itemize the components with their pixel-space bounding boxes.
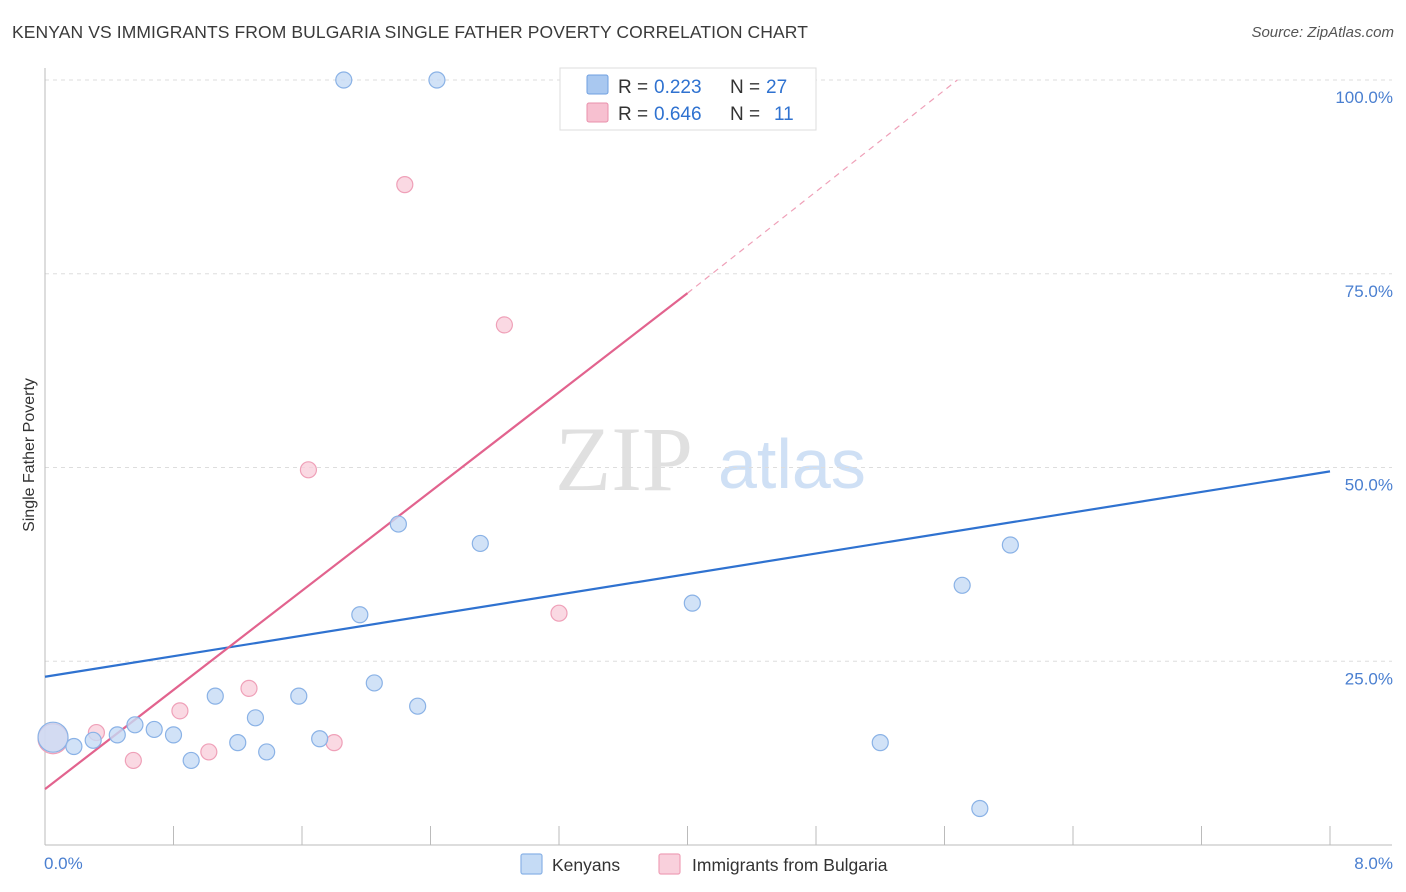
point-bulgaria-5 xyxy=(240,679,258,697)
point-kenyans-7 xyxy=(182,751,200,770)
series-legend-swatch-kenyans xyxy=(520,853,543,875)
legend-r-value-bulgaria: 0.646 xyxy=(654,104,702,125)
point-kenyans-16 xyxy=(365,674,383,692)
point-bulgaria-9 xyxy=(495,316,513,334)
legend-r-value-kenyans: 0.223 xyxy=(654,77,702,98)
trend-lines xyxy=(44,79,1331,790)
legend-n-label-bulgaria: N = xyxy=(730,104,760,125)
legend-r-label-bulgaria: R = xyxy=(618,104,648,125)
legend-n-value-kenyans: 27 xyxy=(766,77,787,98)
point-kenyans-14 xyxy=(335,71,353,89)
watermark-atlas: atlas xyxy=(718,425,866,503)
point-kenyans-15 xyxy=(351,606,369,624)
watermark-zip: ZIP xyxy=(555,408,693,510)
series-legend-label-bulgaria: Immigrants from Bulgaria xyxy=(692,855,888,875)
point-kenyans-18 xyxy=(409,697,427,715)
data-points xyxy=(37,71,1019,818)
point-bulgaria-10 xyxy=(550,604,568,622)
point-bulgaria-2 xyxy=(124,751,142,770)
point-bulgaria-8 xyxy=(396,176,414,194)
point-kenyans-24 xyxy=(971,799,989,818)
trend-line-bulgaria xyxy=(44,292,689,790)
point-kenyans-17 xyxy=(389,515,407,533)
point-kenyans-21 xyxy=(683,594,701,612)
point-kenyans-6 xyxy=(164,726,183,744)
point-kenyans-0 xyxy=(37,721,69,753)
point-kenyans-20 xyxy=(471,534,489,553)
point-kenyans-9 xyxy=(229,734,247,752)
point-kenyans-8 xyxy=(206,687,224,705)
point-kenyans-19 xyxy=(428,71,446,89)
legend-n-label-kenyans: N = xyxy=(730,77,760,98)
point-kenyans-1 xyxy=(65,737,83,756)
legend-r-label-kenyans: R = xyxy=(618,77,648,98)
x-tick-label-1: 8.0% xyxy=(1354,854,1393,873)
trend-line-kenyans xyxy=(44,470,1331,678)
gridlines xyxy=(45,79,1392,662)
x-tick-label-0: 0.0% xyxy=(44,854,83,873)
point-kenyans-2 xyxy=(84,731,102,749)
legend-n-value-bulgaria: 11 xyxy=(774,104,794,125)
tick-labels: 25.0% 50.0% 75.0% 100.0% 0.0% 8.0% xyxy=(44,88,1393,873)
point-kenyans-13 xyxy=(311,730,329,748)
legend-swatch-kenyans xyxy=(586,74,609,95)
axes xyxy=(44,68,1392,846)
source-credit: Source: ZipAtlas.com xyxy=(1251,24,1394,41)
series-legend-swatch-bulgaria xyxy=(658,853,681,875)
point-bulgaria-3 xyxy=(171,702,189,720)
y-tick-label-1: 50.0% xyxy=(1345,476,1393,495)
trend-line-bulgaria-extension xyxy=(687,79,958,294)
point-kenyans-5 xyxy=(145,720,163,739)
series-legend: Kenyans Immigrants from Bulgaria xyxy=(520,853,888,875)
point-kenyans-4 xyxy=(126,716,144,734)
point-bulgaria-6 xyxy=(299,461,318,479)
y-axis-label: Single Father Poverty xyxy=(21,378,38,532)
point-kenyans-12 xyxy=(290,687,308,705)
chart-title: KENYAN VS IMMIGRANTS FROM BULGARIA SINGL… xyxy=(12,22,809,42)
point-kenyans-25 xyxy=(1001,536,1019,554)
series-legend-label-kenyans: Kenyans xyxy=(552,855,620,875)
point-bulgaria-7 xyxy=(325,734,343,752)
stats-legend: R = 0.223 N = 27 R = 0.646 N = 11 xyxy=(559,67,817,131)
point-kenyans-11 xyxy=(258,743,276,761)
y-tick-label-0: 25.0% xyxy=(1345,669,1393,688)
point-kenyans-10 xyxy=(246,709,265,727)
point-bulgaria-4 xyxy=(200,743,218,761)
point-kenyans-22 xyxy=(871,734,889,752)
legend-swatch-bulgaria xyxy=(586,102,609,123)
point-kenyans-23 xyxy=(953,576,971,594)
y-tick-label-3: 100.0% xyxy=(1335,88,1393,107)
y-tick-label-2: 75.0% xyxy=(1345,282,1393,301)
point-kenyans-3 xyxy=(108,726,126,744)
